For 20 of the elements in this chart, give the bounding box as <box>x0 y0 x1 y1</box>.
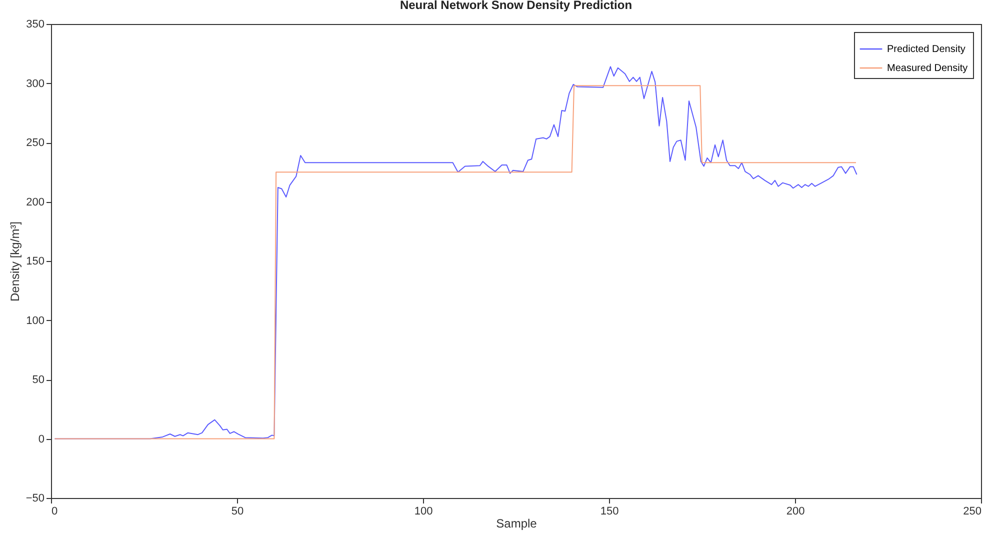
legend-label: Measured Density <box>887 63 968 74</box>
chart-title: Neural Network Snow Density Prediction <box>400 0 632 12</box>
legend-label: Predicted Density <box>887 44 966 55</box>
x-tick-label: 100 <box>414 506 433 518</box>
y-tick-label: 350 <box>26 18 44 30</box>
y-tick-label: 300 <box>26 78 44 90</box>
y-tick-label: 0 <box>38 433 44 446</box>
x-tick-label: 200 <box>786 506 805 518</box>
y-tick-label: 100 <box>26 314 44 327</box>
y-tick-label: 250 <box>26 137 44 149</box>
y-tick-label: −50 <box>26 492 44 504</box>
x-tick-label: 150 <box>600 506 619 518</box>
y-tick-label: 50 <box>32 374 44 386</box>
y-tick-label: 150 <box>26 256 44 268</box>
x-tick-label: 0 <box>52 506 58 518</box>
y-axis-title: Density [kg/m³] <box>8 221 22 302</box>
x-tick-label: 50 <box>231 506 244 518</box>
x-axis-title: Sample <box>496 516 538 530</box>
y-tick-label: 200 <box>26 196 44 208</box>
x-tick-label: 250 <box>963 506 982 518</box>
